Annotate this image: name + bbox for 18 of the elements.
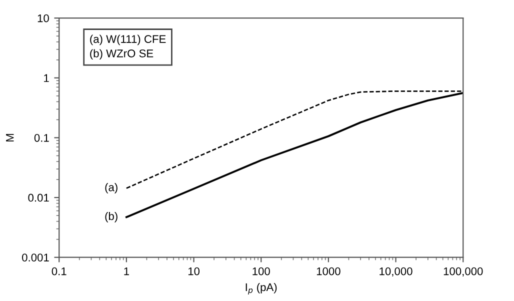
series-label: (a) (105, 183, 118, 194)
y-tick-label: 0.001 (22, 254, 49, 262)
y-tick-label: 10 (38, 14, 49, 22)
x-tick-label: 1 (124, 267, 129, 276)
y-tick-label: 0.1 (34, 134, 49, 142)
y-tick-label: 1 (44, 74, 49, 82)
x-tick-label: 100,000 (444, 267, 483, 277)
x-tick-label: 0.1 (52, 267, 66, 276)
annotation: (b) WZrO SE (90, 49, 154, 60)
x-tick-label: 10,000 (380, 267, 412, 277)
x-tick-label: 100 (252, 267, 270, 276)
y-axis-title: M (6, 134, 14, 142)
x-tick-label: 1000 (316, 267, 340, 276)
y-tick-label: 0.01 (28, 194, 49, 202)
series-label: (b) (105, 212, 118, 222)
x-tick-label: 10 (188, 267, 200, 276)
x-axis-title: I$_{p}$ (pA) (246, 282, 277, 294)
annotation: (a) W(111) CFE (90, 34, 166, 46)
